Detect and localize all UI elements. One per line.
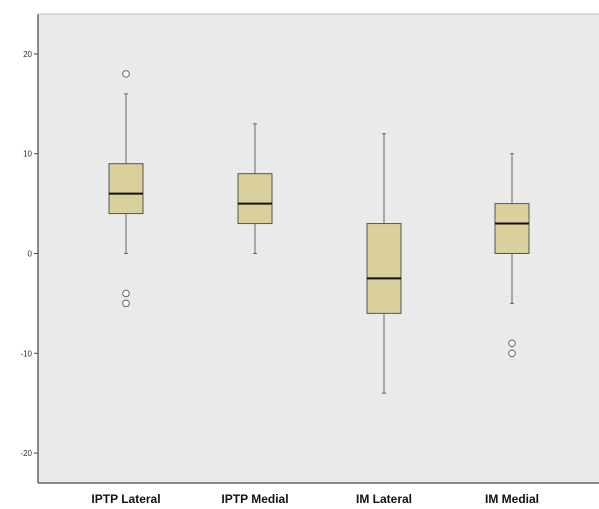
y-tick-label: -10 — [20, 349, 32, 358]
category-label: IM Lateral — [356, 492, 412, 506]
iqr-box — [108, 163, 144, 215]
outlier-point — [508, 339, 516, 348]
box-group — [494, 153, 530, 358]
axes-layer — [37, 13, 599, 484]
category-labels: IPTP Lateral IPTP Medial IM Lateral IM Medi… — [91, 492, 539, 506]
category-label: IM Medial — [485, 492, 539, 506]
box-group — [108, 70, 144, 308]
y-tick-label: -20 — [20, 449, 32, 458]
category-label: IPTP Lateral — [91, 492, 160, 506]
iqr-box — [494, 203, 530, 254]
outlier-point — [122, 289, 130, 298]
iqr-box — [237, 173, 273, 225]
y-tick-label: 10 — [23, 150, 32, 159]
y-tick-label: 20 — [23, 50, 32, 59]
outlier-point — [122, 299, 130, 308]
y-tick-label: 0 — [28, 249, 33, 258]
iqr-box — [366, 223, 402, 314]
box-group — [237, 123, 273, 254]
box-group — [366, 133, 402, 394]
y-ticks: -20 -10 0 10 20 — [20, 50, 38, 458]
boxes-layer — [108, 70, 530, 394]
outlier-point — [508, 349, 516, 358]
outlier-point — [122, 70, 130, 78]
category-label: IPTP Medial — [221, 492, 288, 506]
